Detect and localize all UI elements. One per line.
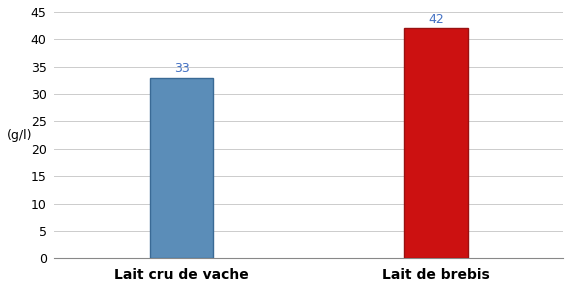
- Bar: [150, 78, 213, 258]
- Y-axis label: (g/l): (g/l): [7, 129, 32, 142]
- Text: 42: 42: [428, 13, 444, 26]
- Bar: [404, 28, 467, 258]
- Text: 33: 33: [174, 62, 189, 75]
